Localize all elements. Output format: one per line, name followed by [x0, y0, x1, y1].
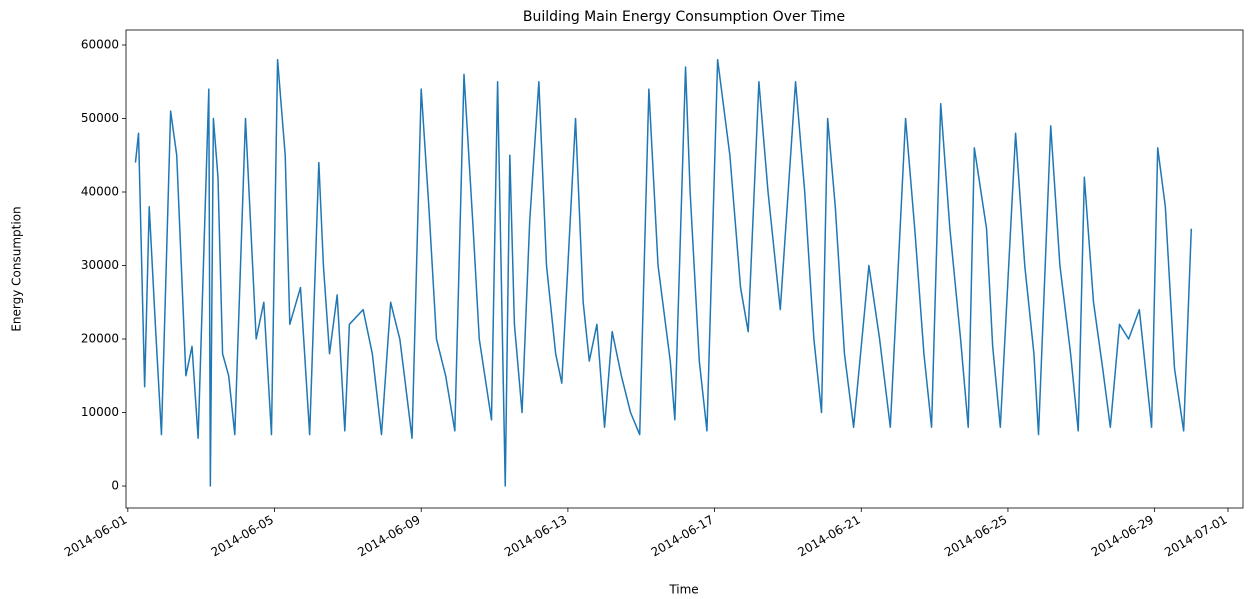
y-tick-label: 40000: [81, 185, 119, 199]
y-tick-label: 50000: [81, 111, 119, 125]
x-tick-label: 2014-06-25: [942, 512, 1009, 559]
y-tick-label: 60000: [81, 37, 119, 51]
chart-title: Building Main Energy Consumption Over Ti…: [523, 9, 845, 25]
y-tick-label: 30000: [81, 258, 119, 272]
y-tick-label: 10000: [81, 405, 119, 419]
x-tick-label: 2014-07-01: [1162, 512, 1229, 559]
x-tick-label: 2014-06-01: [62, 512, 129, 559]
series-line: [134, 58, 1193, 487]
y-axis-label: Energy Consumption: [10, 206, 24, 331]
plot-area: [134, 58, 1193, 487]
x-tick-label: 2014-06-05: [209, 512, 276, 559]
x-axis-label: Time: [668, 583, 698, 597]
x-tick-label: 2014-06-17: [649, 512, 716, 559]
x-tick-label: 2014-06-09: [355, 512, 422, 559]
x-tick-label: 2014-06-21: [795, 512, 862, 559]
y-tick-label: 20000: [81, 332, 119, 346]
x-tick-label: 2014-06-13: [502, 512, 569, 559]
x-tick-label: 2014-06-29: [1089, 512, 1156, 559]
y-tick-label: 0: [111, 479, 119, 493]
axes-frame: [125, 29, 1244, 509]
